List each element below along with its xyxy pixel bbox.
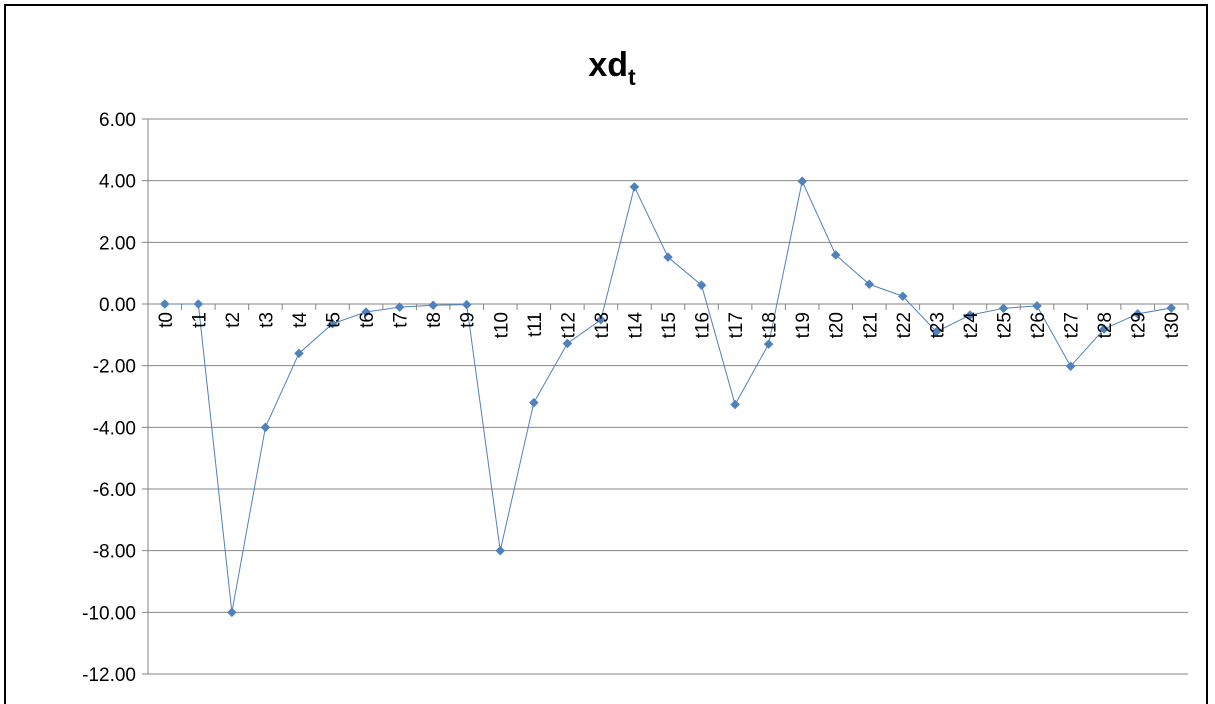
x-tick-label: t4 bbox=[290, 312, 311, 328]
x-tick-label: t30 bbox=[1162, 312, 1183, 338]
x-tick-label: t26 bbox=[1028, 312, 1049, 338]
x-tick-label: t0 bbox=[156, 312, 177, 328]
x-tick-label: t22 bbox=[894, 312, 915, 338]
y-tick-label: 6.00 bbox=[99, 110, 136, 131]
x-tick-label: t1 bbox=[189, 312, 210, 328]
y-tick-label: 0.00 bbox=[99, 295, 136, 316]
data-point-marker bbox=[428, 300, 439, 311]
data-point-marker bbox=[663, 252, 673, 262]
x-tick-label: t28 bbox=[1095, 312, 1116, 338]
data-point-marker bbox=[159, 299, 170, 309]
data-point-marker bbox=[965, 310, 975, 320]
data-point-marker bbox=[260, 422, 271, 433]
data-point-marker bbox=[528, 397, 539, 408]
x-tick-label: t13 bbox=[592, 312, 613, 338]
y-tick-label: -8.00 bbox=[93, 542, 136, 563]
y-tick-labels: 6.00 4.00 2.00 0.00 -2.00 -4.00 -6.00 -8.00 -10.… bbox=[82, 110, 136, 686]
data-point-marker bbox=[629, 181, 640, 192]
x-tick-label: t17 bbox=[726, 312, 747, 338]
data-point-marker bbox=[864, 279, 875, 290]
series-line bbox=[164, 179, 1172, 613]
data-point-marker bbox=[830, 250, 841, 260]
x-tick-label: t5 bbox=[324, 312, 345, 328]
data-point-marker bbox=[763, 339, 774, 349]
x-tick-label: t7 bbox=[391, 312, 412, 328]
x-tick-label: t6 bbox=[357, 312, 378, 328]
x-tick-label: t19 bbox=[793, 312, 814, 338]
data-point-marker bbox=[931, 326, 942, 337]
data-point-marker bbox=[1132, 309, 1143, 319]
grid-lines bbox=[148, 118, 1188, 675]
y-tick-label: 4.00 bbox=[99, 172, 136, 193]
series bbox=[159, 176, 1177, 618]
data-point-marker bbox=[696, 280, 707, 291]
data-point-marker bbox=[394, 302, 405, 312]
chart-title-subscript: t bbox=[628, 64, 636, 90]
data-point-marker bbox=[294, 348, 304, 359]
data-point-marker bbox=[327, 318, 338, 329]
x-tick-label: t21 bbox=[860, 312, 881, 338]
x-tick-label: t24 bbox=[961, 312, 982, 339]
data-point-marker bbox=[227, 607, 237, 618]
y-tick-label: -10.00 bbox=[82, 603, 136, 624]
x-tick-label: t25 bbox=[994, 312, 1015, 338]
x-tick-label: t12 bbox=[558, 312, 579, 338]
y-tick-label: -6.00 bbox=[93, 480, 136, 501]
chart-title: xdt bbox=[588, 46, 636, 90]
data-point-marker bbox=[495, 545, 506, 556]
x-tick-label: t20 bbox=[827, 312, 848, 338]
data-point-marker bbox=[998, 303, 1009, 314]
x-tick-labels: t0 t1 t2 t3 t4 t5 t6 t7 t8 t9 t10 t11 t12 t13 t14 t15 t1… bbox=[156, 312, 1183, 339]
x-tick-label: t23 bbox=[927, 312, 948, 338]
x-tick-label: t18 bbox=[760, 312, 781, 338]
data-point-marker bbox=[461, 299, 472, 310]
data-point-marker bbox=[1166, 303, 1177, 313]
chart-frame bbox=[4, 4, 1208, 704]
x-tick-label: t8 bbox=[424, 312, 445, 328]
data-point-marker bbox=[1032, 300, 1042, 311]
x-tick-label: t16 bbox=[693, 312, 714, 338]
x-tick-label: t27 bbox=[1062, 312, 1083, 338]
x-tick-label: t9 bbox=[458, 312, 479, 328]
x-tick-label: t10 bbox=[491, 312, 512, 338]
x-tick-label: t14 bbox=[625, 312, 646, 339]
x-tick-label: t2 bbox=[223, 312, 244, 328]
data-point-marker bbox=[730, 399, 740, 410]
x-tick-label: t15 bbox=[659, 312, 680, 338]
data-point-marker bbox=[797, 176, 808, 187]
data-point-marker bbox=[897, 291, 908, 302]
y-tick-label: -12.00 bbox=[82, 665, 136, 686]
x-tick-label: t11 bbox=[525, 312, 546, 337]
data-point-marker bbox=[361, 307, 371, 317]
data-point-marker bbox=[1065, 361, 1076, 372]
y-tick-label: -2.00 bbox=[93, 357, 136, 378]
y-tick-label: -4.00 bbox=[93, 418, 136, 439]
data-point-marker bbox=[562, 338, 573, 349]
chart-title-main: xd bbox=[588, 46, 628, 84]
data-point-marker bbox=[1099, 324, 1109, 334]
data-point-marker bbox=[596, 314, 606, 325]
x-tick-label: t3 bbox=[256, 312, 277, 328]
data-point-marker bbox=[193, 299, 204, 309]
axes bbox=[142, 118, 1189, 675]
x-tick-label: t29 bbox=[1129, 312, 1150, 338]
y-tick-label: 2.00 bbox=[99, 233, 136, 254]
